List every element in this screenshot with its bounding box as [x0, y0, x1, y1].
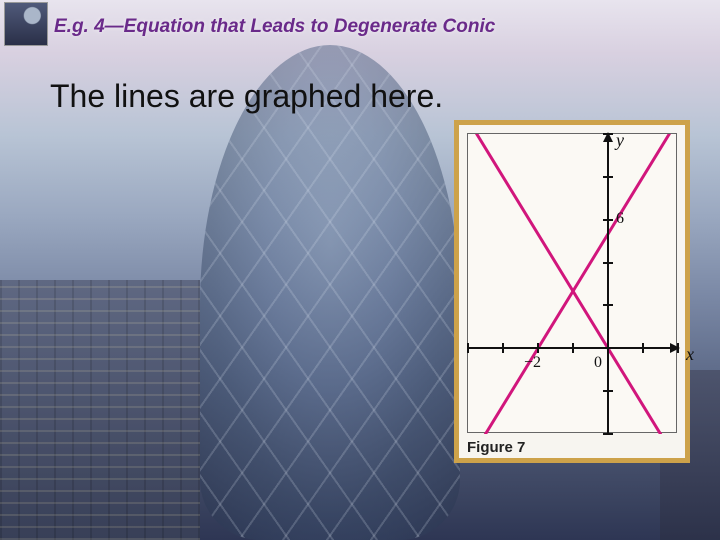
y-tick: [603, 262, 613, 264]
y-tick-label: 6: [616, 210, 624, 228]
y-tick: [603, 176, 613, 178]
slide-body: The lines are graphed here.: [50, 78, 443, 115]
x-tick: [642, 343, 644, 353]
y-axis-label: y: [616, 130, 624, 151]
line-2: [468, 134, 678, 434]
x-tick: [502, 343, 504, 353]
x-tick: [572, 343, 574, 353]
y-axis: [607, 134, 609, 434]
bg-building-left: [0, 280, 200, 540]
y-tick: [603, 133, 613, 135]
x-tick-label: −2: [524, 354, 541, 372]
slide-body-text: The lines are graphed here.: [50, 78, 443, 114]
figure-caption: Figure 7: [467, 439, 677, 456]
x-axis-label: x: [686, 344, 694, 365]
x-tick: [537, 343, 539, 353]
slide: E.g. 4—Equation that Leads to Degenerate…: [0, 0, 720, 540]
slide-title-bar: E.g. 4—Equation that Leads to Degenerate…: [54, 8, 710, 46]
x-tick: [677, 343, 679, 353]
figure-frame: 0−26xy Figure 7: [454, 120, 690, 463]
y-tick: [603, 433, 613, 435]
plot-lines: [468, 134, 678, 434]
corner-thumbnail: [4, 2, 48, 46]
line-1: [468, 134, 678, 434]
x-tick-label: 0: [594, 354, 602, 372]
y-tick: [603, 304, 613, 306]
slide-title: E.g. 4—Equation that Leads to Degenerate…: [54, 16, 495, 38]
y-tick: [603, 219, 613, 221]
bg-lattice: [200, 45, 460, 540]
x-tick: [467, 343, 469, 353]
y-tick: [603, 390, 613, 392]
plot-area: 0−26xy: [467, 133, 677, 433]
